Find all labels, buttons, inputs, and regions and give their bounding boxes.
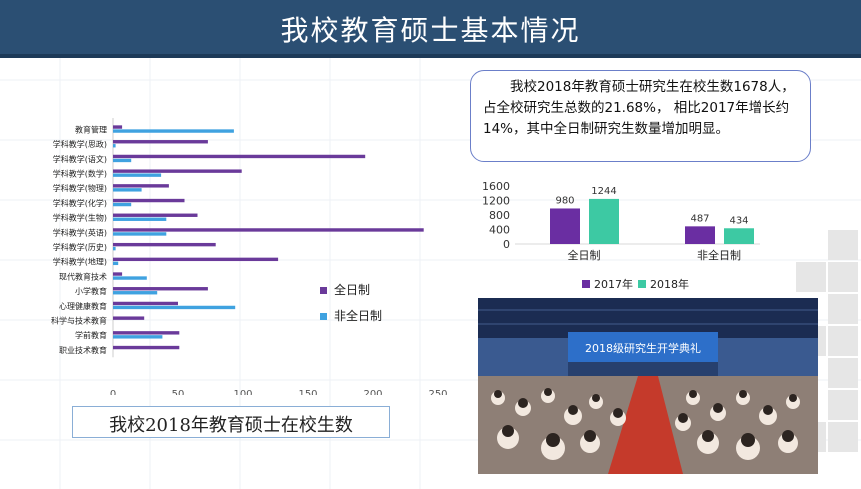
category-label: 学科教学(思政) [53,139,107,149]
legend-label: 非全日制 [334,308,382,323]
ceremony-photo: 2018级研究生开学典礼 [478,298,818,474]
x-tick-label: 150 [298,389,317,395]
x-tick-label: 50 [172,389,185,395]
y-tick-label: 1600 [482,180,510,193]
title-bar: 我校教育硕士基本情况 [0,0,861,58]
bar-fulltime [113,316,145,320]
x-tick-label: 250 [428,389,447,395]
category-label: 学科教学(地理) [53,257,107,267]
category-label: 学前教育 [75,330,107,340]
bar-2018 [724,228,754,244]
bar-fulltime [113,125,123,129]
x-tick-label: 0 [110,389,116,395]
page-title: 我校教育硕士基本情况 [280,14,581,47]
category-label: 学科教学(物理) [53,183,107,193]
bar-fulltime [113,272,123,276]
y-tick-label: 0 [503,238,510,251]
chart-caption: 我校2018年教育硕士在校生数 [109,415,353,436]
bar-parttime [113,232,167,236]
bar-2017 [685,226,715,244]
bar-parttime [113,129,234,133]
bar-parttime [113,291,158,295]
chart-caption-box: 我校2018年教育硕士在校生数 [72,406,390,438]
legend-label: 2017年 [594,277,633,291]
legend-swatch [638,280,646,288]
data-label: 434 [729,215,748,226]
bar-fulltime [113,154,366,159]
legend-label: 全日制 [334,282,370,297]
category-label: 心理健康教育 [59,301,107,311]
category-label: 现代教育技术 [59,271,107,281]
legend-swatch [582,280,590,288]
category-label: 全日制 [568,248,601,262]
category-label: 学科教学(历史) [53,242,107,252]
x-tick-label: 200 [363,389,382,395]
bar-parttime [113,158,132,163]
summary-text: 我校2018年教育硕士研究生在校生数1678人，占全校研究生总数的21.68%，… [483,79,795,137]
bar-fulltime [113,198,185,203]
y-tick-label: 1200 [482,195,510,208]
bar-parttime [113,305,236,310]
bar-parttime [113,188,142,192]
legend-swatch [320,287,327,294]
summary-box: 我校2018年教育硕士研究生在校生数1678人，占全校研究生总数的21.68%，… [470,70,811,162]
bar-fulltime [113,184,169,188]
category-label: 学科教学(化学) [53,198,107,208]
category-label: 学科教学(英语) [53,227,107,237]
y-tick-label: 400 [489,224,510,237]
bar-parttime [113,144,116,148]
bar-2017 [550,208,580,244]
legend-swatch [320,313,327,320]
bar-fulltime [113,213,198,217]
category-label: 职业技术教育 [59,345,107,355]
bar-parttime [113,202,132,207]
data-label: 980 [555,195,574,206]
x-tick-label: 100 [233,389,252,395]
bar-fulltime [113,140,208,144]
bar-fulltime [113,257,279,262]
bar-fulltime [113,242,216,247]
category-label: 科学与技术教育 [51,315,107,325]
banner-text: 2018级研究生开学典礼 [585,341,701,355]
data-label: 487 [690,213,709,224]
legend-label: 2018年 [650,277,689,291]
category-label: 教育管理 [75,124,107,134]
bar-parttime [113,217,167,221]
bar-fulltime [113,331,180,335]
category-label: 学科教学(生物) [53,213,107,223]
bar-parttime [113,335,163,339]
bar-parttime [113,276,147,280]
category-label: 小学教育 [75,286,107,296]
data-label: 1244 [591,186,616,197]
bar-fulltime [113,287,208,291]
bar-fulltime [113,228,424,232]
bar-parttime [113,246,116,251]
category-label: 学科教学(语文) [53,154,107,164]
bar-parttime [113,261,119,266]
bar-fulltime [113,345,180,350]
bar-2018 [589,198,619,244]
category-label: 非全日制 [697,248,741,262]
category-label: 学科教学(数学) [53,168,107,178]
bar-fulltime [113,301,178,306]
y-tick-label: 800 [489,209,510,222]
bar-parttime [113,173,162,177]
bar-fulltime [113,169,242,173]
